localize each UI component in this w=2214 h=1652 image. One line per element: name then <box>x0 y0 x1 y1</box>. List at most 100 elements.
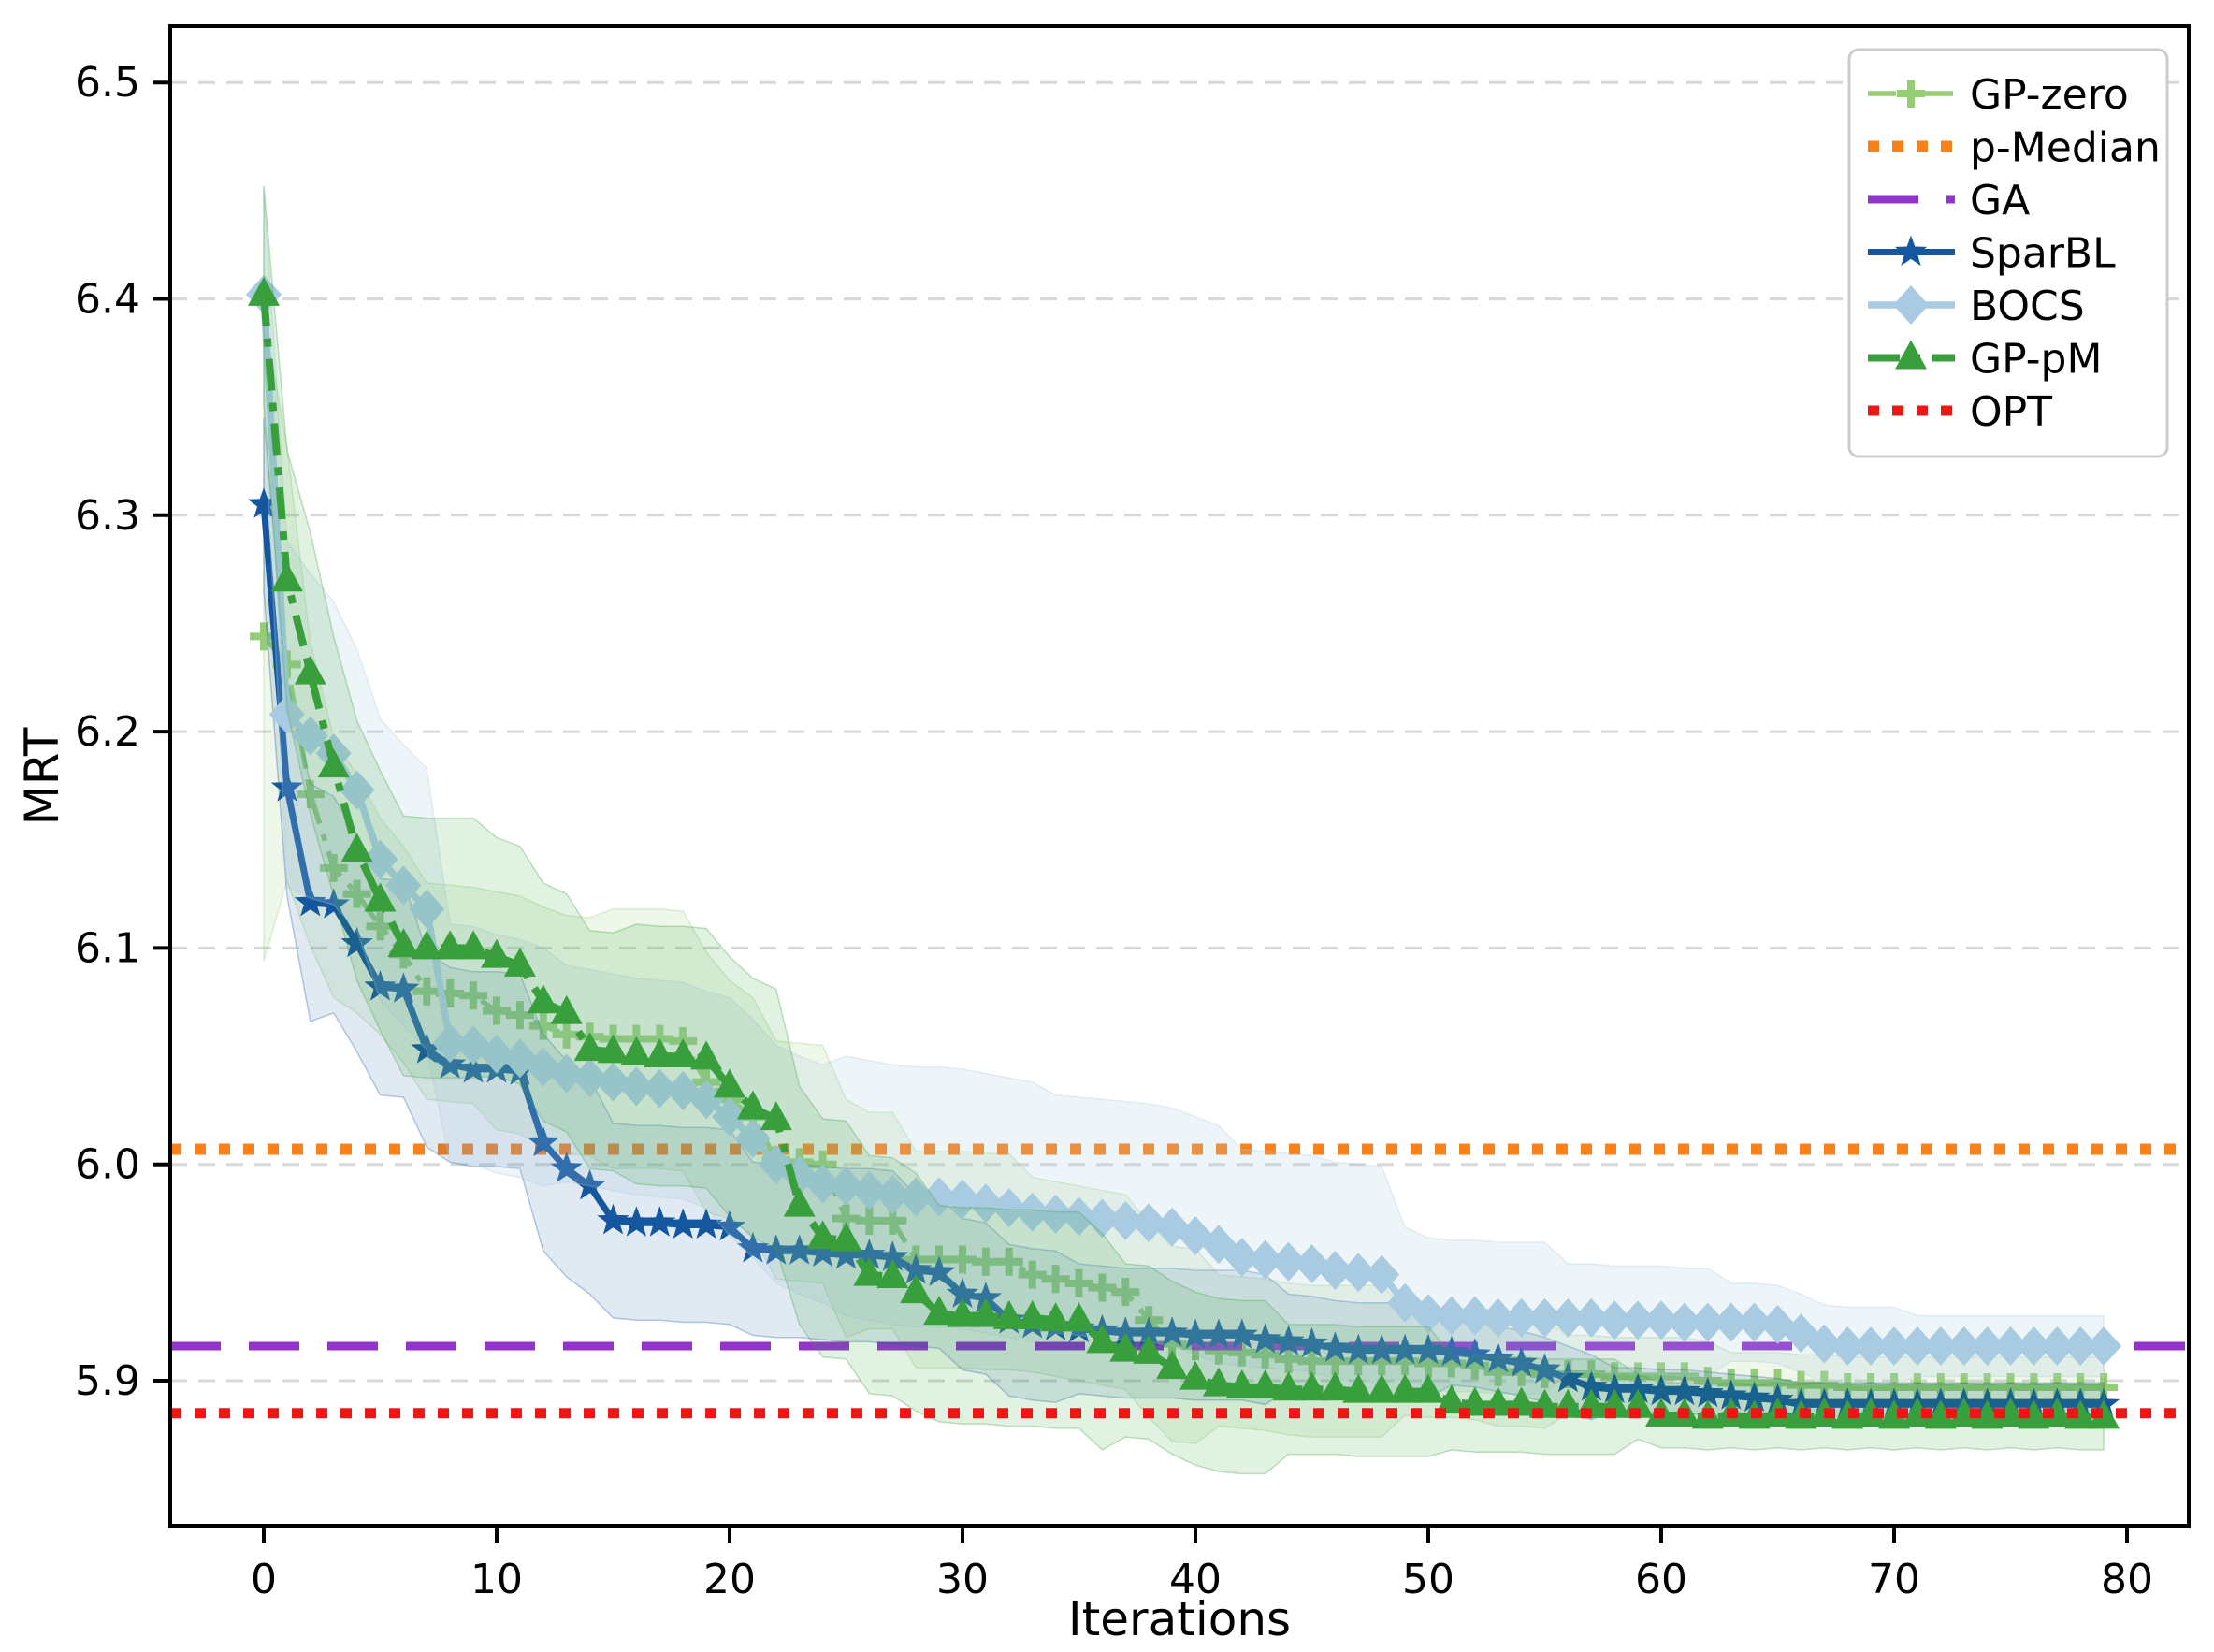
triangle-marker-icon <box>853 1256 886 1286</box>
diamond-marker-icon <box>875 1175 911 1215</box>
diamond-marker-icon <box>1084 1198 1121 1239</box>
triangle-marker-icon <box>1947 1398 1980 1427</box>
x-tick-label: 70 <box>1868 1556 1920 1603</box>
diamond-marker-icon <box>385 865 422 906</box>
triangle-marker-icon <box>1039 1302 1072 1332</box>
diamond-marker-icon <box>642 1068 678 1109</box>
star-marker-icon <box>690 1208 723 1239</box>
star-marker-icon <box>1691 1376 1724 1408</box>
triangle-marker-icon <box>1924 1399 1957 1429</box>
diamond-marker-icon <box>921 1177 958 1217</box>
triangle-marker-icon <box>947 1297 978 1327</box>
star-marker-icon <box>1411 1333 1445 1365</box>
x-tick-label: 20 <box>703 1556 756 1603</box>
star-marker-icon <box>1482 1341 1514 1373</box>
star-marker-icon <box>1249 1323 1281 1354</box>
star-marker-icon <box>340 926 373 958</box>
star-marker-icon <box>573 1168 606 1200</box>
triangle-marker-icon <box>2088 1399 2120 1429</box>
x-tick-label: 0 <box>251 1556 277 1603</box>
star-marker-icon <box>1894 235 1928 267</box>
star-marker-icon <box>247 487 281 518</box>
diamond-marker-icon <box>1666 1302 1702 1342</box>
legend-label: SparBL <box>1970 230 2116 278</box>
triangle-marker-icon <box>364 882 397 912</box>
triangle-marker-icon <box>806 1220 839 1250</box>
star-marker-icon <box>876 1240 909 1271</box>
diamond-marker-icon <box>1131 1203 1167 1243</box>
triangle-marker-icon <box>969 1297 1002 1327</box>
triangle-marker-icon <box>667 1038 700 1068</box>
star-marker-icon <box>1389 1333 1422 1365</box>
triangle-marker-icon <box>457 930 490 960</box>
diamond-marker-icon <box>1364 1254 1400 1295</box>
y-tick-label: 5.9 <box>75 1357 140 1405</box>
diamond-marker-icon <box>1946 1326 1982 1366</box>
diamond-marker-icon <box>1876 1326 1912 1366</box>
triangle-marker-icon <box>876 1258 909 1288</box>
star-marker-icon <box>830 1238 862 1269</box>
triangle-marker-icon <box>923 1296 956 1326</box>
star-marker-icon <box>923 1255 956 1286</box>
y-axis-label: MRT <box>15 727 69 825</box>
diamond-marker-icon <box>1830 1326 1866 1366</box>
triangle-marker-icon <box>1202 1367 1235 1397</box>
triangle-marker-icon <box>1319 1371 1352 1401</box>
diamond-marker-icon <box>1503 1297 1540 1338</box>
triangle-marker-icon <box>248 276 280 306</box>
diamond-marker-icon <box>1853 1326 1889 1366</box>
star-marker-icon <box>597 1203 629 1235</box>
star-marker-icon <box>853 1238 886 1269</box>
triangle-marker-icon <box>550 994 583 1024</box>
legend-label: GP-zero <box>1970 71 2129 119</box>
triangle-marker-icon <box>620 1036 653 1065</box>
legend-item-opt: OPT <box>1868 388 2052 436</box>
star-marker-icon <box>527 1125 559 1157</box>
legend-box <box>1847 48 2169 458</box>
diamond-marker-icon <box>432 1023 469 1064</box>
diamond-marker-icon <box>339 770 375 810</box>
star-marker-icon <box>1225 1318 1258 1349</box>
triangle-marker-icon <box>2018 1399 2050 1429</box>
diamond-marker-icon <box>1922 1326 1959 1366</box>
legend-item-gp-pm: GP-pM <box>1868 336 2102 384</box>
star-marker-icon <box>1179 1318 1212 1349</box>
diamond-marker-icon <box>2016 1326 2052 1366</box>
triangle-marker-icon <box>1435 1384 1468 1414</box>
diamond-marker-icon <box>991 1187 1027 1227</box>
diamond-marker-icon <box>1689 1302 1726 1342</box>
diamond-marker-icon <box>479 1034 514 1074</box>
legend-item-gp-zero: GP-zero <box>1868 71 2129 119</box>
legend-item-bocs: BOCS <box>1868 283 2085 330</box>
triangle-marker-icon <box>1855 1398 1888 1427</box>
triangle-marker-icon <box>992 1299 1025 1329</box>
triangle-marker-icon <box>2041 1398 2074 1427</box>
y-tick-label: 6.3 <box>75 492 140 540</box>
star-marker-icon <box>1715 1379 1747 1410</box>
triangle-marker-icon <box>1133 1334 1165 1364</box>
plus-marker-icon <box>1897 80 1925 108</box>
triangle-marker-icon <box>830 1222 862 1252</box>
plus-marker-icon <box>1018 1260 1047 1289</box>
axis-ticks: 0 10 20 30 40 50 60 70 80 5.9 6.0 6.1 6.2 6.3 6.4 6.5 <box>75 59 2153 1603</box>
plus-marker-icon <box>505 1001 534 1030</box>
triangle-marker-icon <box>1272 1371 1305 1401</box>
diamond-marker-icon <box>1037 1194 1074 1234</box>
legend-item-sparbl: SparBL <box>1868 230 2116 278</box>
triangle-marker-icon <box>1971 1399 2004 1429</box>
band-gp-pm <box>263 186 2105 1475</box>
star-marker-icon <box>1202 1318 1235 1349</box>
diamond-marker-icon <box>1014 1192 1050 1232</box>
diamond-marker-icon <box>967 1183 1004 1224</box>
star-marker-icon <box>644 1206 676 1237</box>
triangle-marker-icon <box>340 833 373 862</box>
y-tick-label: 6.1 <box>75 924 140 972</box>
diamond-marker-icon <box>1736 1302 1773 1342</box>
star-marker-icon <box>1133 1316 1165 1347</box>
plus-marker-icon <box>1088 1273 1117 1302</box>
star-marker-icon <box>270 771 303 802</box>
star-marker-icon <box>969 1282 1002 1312</box>
diamond-marker-icon <box>1992 1326 2029 1366</box>
star-marker-icon <box>1156 1316 1189 1347</box>
